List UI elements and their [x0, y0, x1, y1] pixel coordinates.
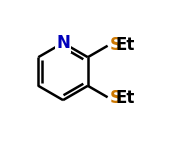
Text: Et: Et [116, 36, 135, 54]
Text: N: N [56, 34, 70, 52]
Text: Et: Et [116, 89, 135, 107]
Text: S: S [109, 89, 122, 107]
Text: S: S [109, 36, 122, 54]
